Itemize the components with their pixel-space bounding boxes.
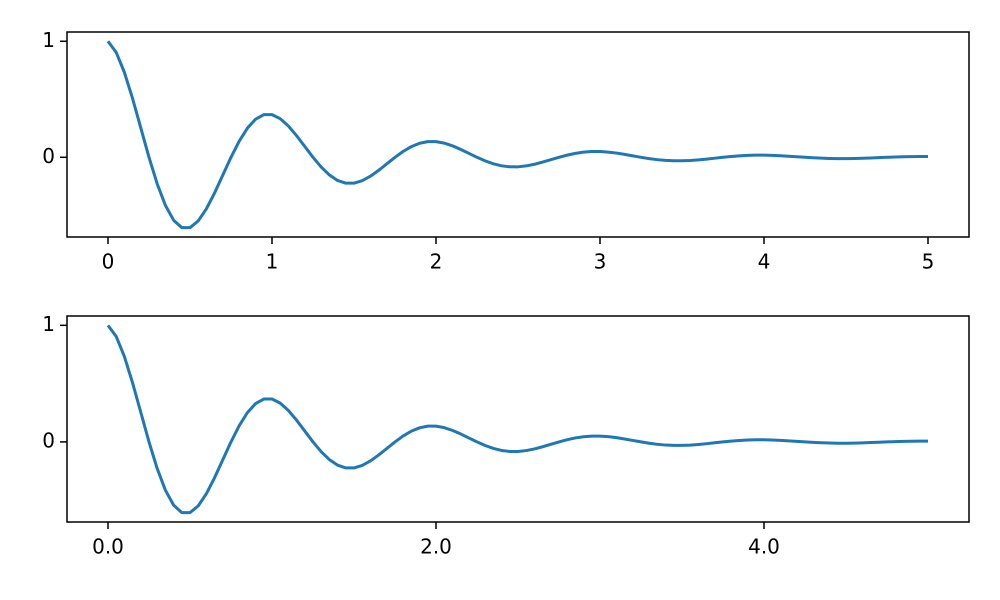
x-tick-label: 1 [266,250,279,274]
x-tick-label: 0 [102,250,115,274]
x-tick-label: 3 [594,250,607,274]
x-tick-label: 4.0 [748,535,780,559]
x-tick-label: 5 [922,250,935,274]
x-tick-label: 4 [758,250,771,274]
y-tick-label: 1 [42,312,55,336]
y-tick-label: 1 [42,28,55,52]
y-tick-label: 0 [42,428,55,452]
x-tick-label: 0.0 [92,535,124,559]
y-tick-label: 0 [42,144,55,168]
axes-frame [66,31,970,238]
line [106,324,928,515]
x-tick-label: 2 [430,250,443,274]
axes-frame [66,315,970,523]
x-tick-label: 2.0 [420,535,452,559]
line [106,40,928,230]
